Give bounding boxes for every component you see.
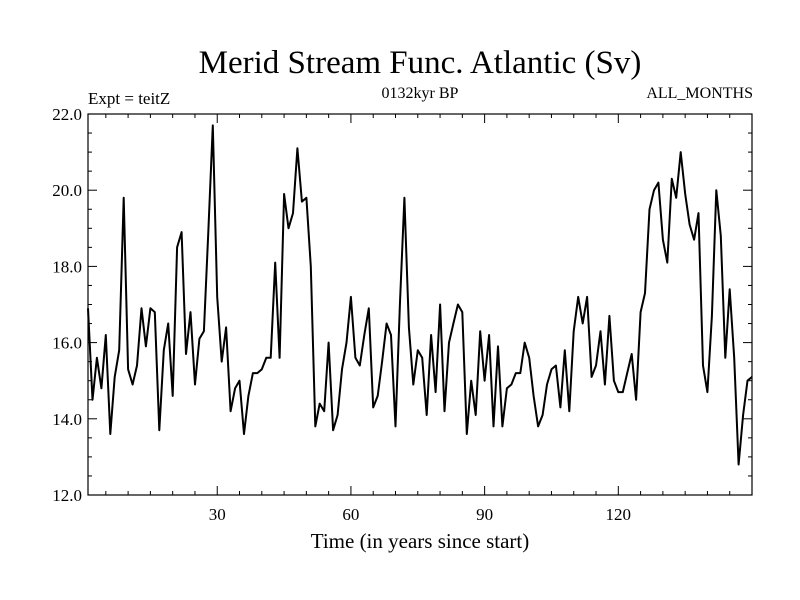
y-axis-ticks: 12.0 14.0 16.0 18.0 20.0 22.0: [52, 105, 752, 505]
period-label: 0132kyr BP: [382, 85, 459, 102]
months-label: ALL_MONTHS: [646, 85, 753, 102]
x-tick-label: 60: [342, 505, 359, 524]
y-tick-label: 12.0: [52, 486, 82, 505]
y-tick-label: 16.0: [52, 334, 82, 353]
x-axis-ticks: 30 60 90 120: [105, 114, 731, 524]
series-line: [87, 124, 753, 466]
series-layer: [87, 124, 753, 466]
experiment-label: Expt = teitZ: [88, 89, 170, 108]
y-tick-label: 14.0: [52, 410, 82, 429]
x-tick-label: 90: [476, 505, 493, 524]
x-tick-label: 30: [209, 505, 226, 524]
y-tick-label: 18.0: [52, 257, 82, 276]
plot-frame: [87, 113, 753, 496]
chart-title: Merid Stream Func. Atlantic (Sv): [199, 45, 642, 81]
y-tick-label: 20.0: [52, 181, 82, 200]
x-tick-label: 120: [606, 505, 632, 524]
x-axis-label: Time (in years since start): [311, 529, 530, 553]
y-tick-label: 22.0: [52, 105, 82, 124]
